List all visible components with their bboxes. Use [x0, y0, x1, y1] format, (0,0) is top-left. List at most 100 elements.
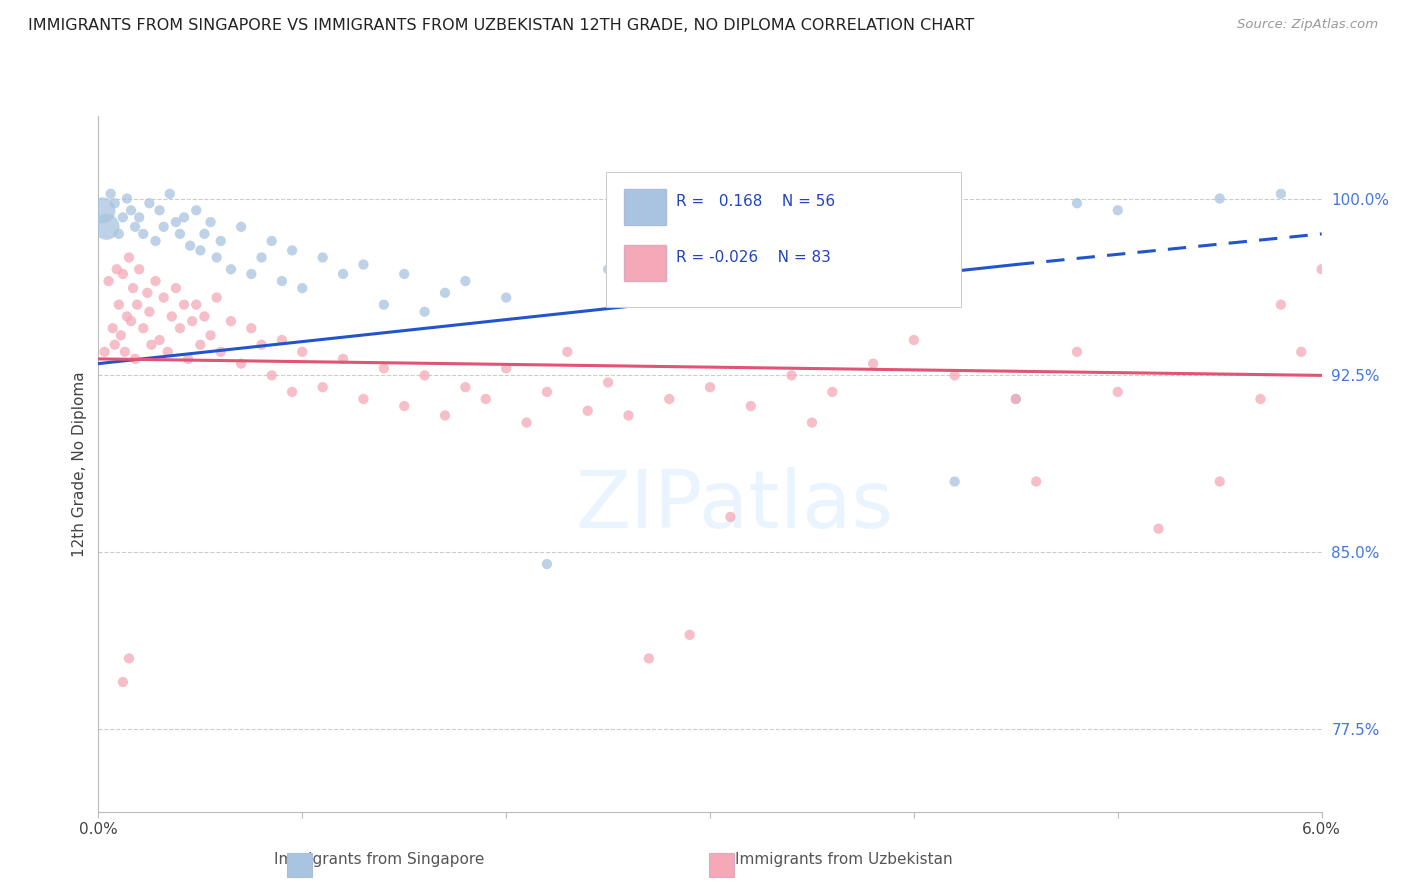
- Point: [156, 344, 179, 359]
- Point: [392, 267, 416, 281]
- Point: [186, 298, 208, 312]
- Point: [311, 380, 335, 394]
- Point: [127, 298, 149, 312]
- Point: [141, 337, 163, 351]
- Point: [138, 304, 160, 318]
- Point: [699, 380, 721, 394]
- Point: [219, 314, 242, 328]
- Point: [111, 211, 134, 225]
- Point: [145, 274, 167, 288]
- Point: [173, 298, 195, 312]
- Point: [658, 392, 681, 406]
- Point: [229, 357, 253, 371]
- Point: [108, 298, 131, 312]
- FancyBboxPatch shape: [624, 189, 666, 225]
- Point: [1004, 392, 1026, 406]
- Point: [352, 392, 374, 406]
- Point: [637, 651, 661, 665]
- Point: [240, 267, 263, 281]
- Point: [1066, 196, 1088, 211]
- Point: [943, 475, 966, 489]
- Point: [862, 357, 884, 371]
- Point: [128, 211, 150, 225]
- Point: [596, 376, 619, 390]
- Point: [495, 291, 517, 305]
- Text: IMMIGRANTS FROM SINGAPORE VS IMMIGRANTS FROM UZBEKISTAN 12TH GRADE, NO DIPLOMA C: IMMIGRANTS FROM SINGAPORE VS IMMIGRANTS …: [28, 18, 974, 33]
- Point: [536, 384, 558, 399]
- Point: [186, 203, 208, 218]
- Point: [1270, 298, 1292, 312]
- Point: [93, 344, 115, 359]
- Point: [1208, 475, 1230, 489]
- Point: [104, 337, 127, 351]
- Point: [97, 274, 120, 288]
- Point: [149, 333, 172, 347]
- Point: [105, 262, 128, 277]
- Point: [181, 314, 204, 328]
- Point: [1025, 475, 1047, 489]
- Text: Source: ZipAtlas.com: Source: ZipAtlas.com: [1237, 18, 1378, 31]
- Point: [515, 416, 537, 430]
- Point: [413, 368, 436, 383]
- Point: [678, 628, 700, 642]
- Point: [173, 211, 195, 225]
- Point: [124, 351, 146, 366]
- Point: [260, 234, 283, 248]
- Point: [740, 399, 762, 413]
- Point: [177, 351, 200, 366]
- Point: [118, 651, 141, 665]
- Point: [1147, 522, 1170, 536]
- Point: [576, 404, 599, 418]
- Point: [332, 267, 354, 281]
- Point: [136, 285, 159, 300]
- Point: [145, 234, 167, 248]
- Point: [699, 215, 721, 229]
- Point: [413, 304, 436, 318]
- Point: [555, 344, 579, 359]
- Point: [120, 203, 142, 218]
- Point: [193, 227, 215, 241]
- Point: [132, 321, 155, 335]
- Point: [352, 258, 374, 272]
- Point: [108, 227, 131, 241]
- Point: [862, 211, 884, 225]
- Point: [149, 203, 172, 218]
- Point: [115, 192, 138, 206]
- Point: [281, 244, 304, 258]
- Point: [115, 310, 138, 324]
- Point: [801, 416, 824, 430]
- Point: [1107, 203, 1129, 218]
- Point: [165, 281, 187, 295]
- Point: [193, 310, 215, 324]
- Point: [169, 227, 191, 241]
- Point: [250, 337, 273, 351]
- Point: [1291, 344, 1313, 359]
- Point: [433, 409, 456, 423]
- Point: [373, 298, 395, 312]
- Point: [169, 321, 191, 335]
- Point: [152, 219, 174, 234]
- Text: ZIPatlas: ZIPatlas: [575, 467, 894, 545]
- Point: [1208, 192, 1230, 206]
- Point: [332, 351, 354, 366]
- Point: [291, 344, 314, 359]
- Point: [1310, 262, 1333, 277]
- Point: [260, 368, 283, 383]
- Point: [91, 203, 114, 218]
- Point: [96, 219, 118, 234]
- Point: [159, 186, 181, 201]
- Point: [281, 384, 304, 399]
- Text: Immigrants from Uzbekistan: Immigrants from Uzbekistan: [735, 852, 952, 867]
- Point: [240, 321, 263, 335]
- Point: [454, 274, 477, 288]
- FancyBboxPatch shape: [624, 244, 666, 281]
- Point: [200, 328, 222, 343]
- Point: [291, 281, 314, 295]
- FancyBboxPatch shape: [606, 171, 960, 307]
- Point: [495, 361, 517, 376]
- Point: [100, 186, 122, 201]
- Point: [188, 337, 212, 351]
- Point: [1270, 186, 1292, 201]
- Text: R =   0.168    N = 56: R = 0.168 N = 56: [676, 194, 835, 209]
- Point: [536, 557, 558, 571]
